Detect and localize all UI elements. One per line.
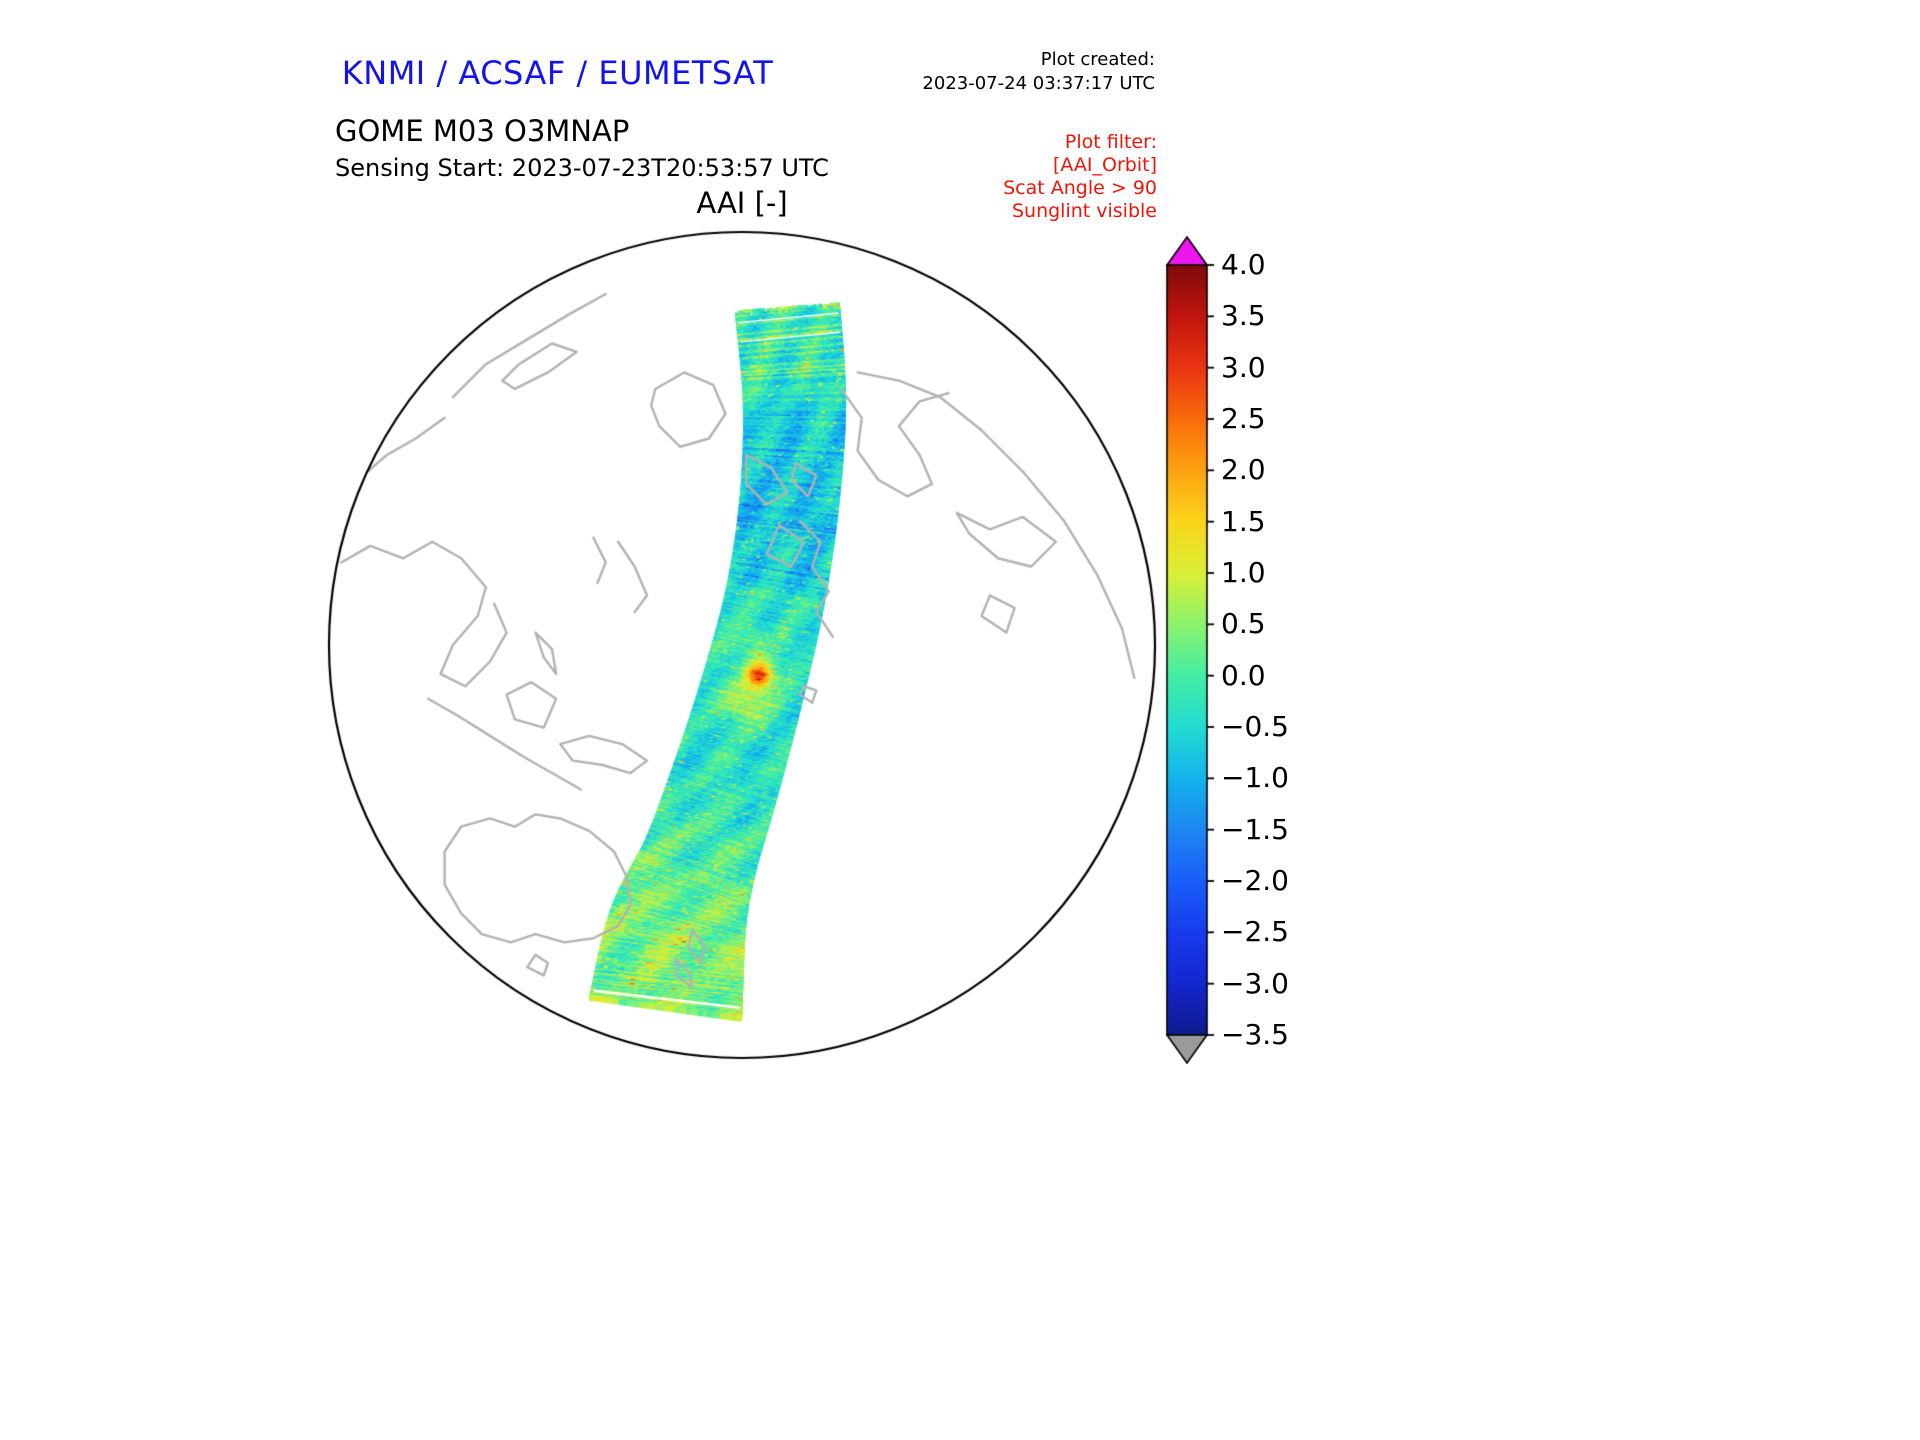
plot-filter-title: Plot filter: — [1064, 131, 1157, 153]
sensing-start-label: Sensing Start: 2023-07-23T20:53:57 UTC — [335, 154, 829, 182]
colorbar-tick-label: −2.0 — [1221, 864, 1289, 897]
colorbar-tick-label: 0.5 — [1221, 607, 1266, 641]
colorbar-tick-label: −1.5 — [1221, 812, 1289, 846]
colorbar-canvas — [1163, 236, 1227, 1064]
colorbar-tick-label: 3.5 — [1221, 299, 1266, 333]
colorbar-tick-label: 2.5 — [1221, 402, 1266, 435]
colorbar-tick-label: 1.5 — [1221, 504, 1266, 538]
colorbar-tick-label: 4.0 — [1221, 248, 1266, 281]
plot-filter-line: [AAI_Orbit] — [1052, 154, 1157, 176]
plot-filter-line: Scat Angle > 90 — [1003, 177, 1157, 199]
colorbar-tick-label: 1.0 — [1221, 556, 1266, 589]
plot-created-label: Plot created: — [1040, 49, 1155, 70]
colorbar-tick-label: −1.0 — [1221, 761, 1289, 795]
colorbar-tick-label: −3.5 — [1221, 1018, 1289, 1051]
colorbar-tick-label: −2.5 — [1221, 915, 1289, 949]
product-name: GOME M03 O3MNAP — [335, 114, 630, 148]
plot-filter-line: Sunglint visible — [1011, 200, 1157, 222]
colorbar-tick-label: 3.0 — [1221, 350, 1266, 384]
plot-filter-block: Plot filter: [AAI_Orbit] Scat Angle > 90… — [1003, 131, 1157, 223]
colorbar-tick-label: 2.0 — [1221, 453, 1266, 487]
colorbar-tick-label: −3.0 — [1221, 966, 1289, 1000]
colorbar-tick-label: −0.5 — [1221, 710, 1289, 743]
colorbar-tick-label: 0.0 — [1221, 658, 1266, 692]
agency-title: KNMI / ACSAF / EUMETSAT — [341, 54, 774, 92]
plot-created-value: 2023-07-24 03:37:17 UTC — [922, 73, 1155, 94]
globe-map-canvas — [322, 225, 1162, 1065]
plot-created-block: Plot created: 2023-07-24 03:37:17 UTC — [922, 48, 1155, 96]
plot-title: AAI [-] — [696, 186, 788, 220]
